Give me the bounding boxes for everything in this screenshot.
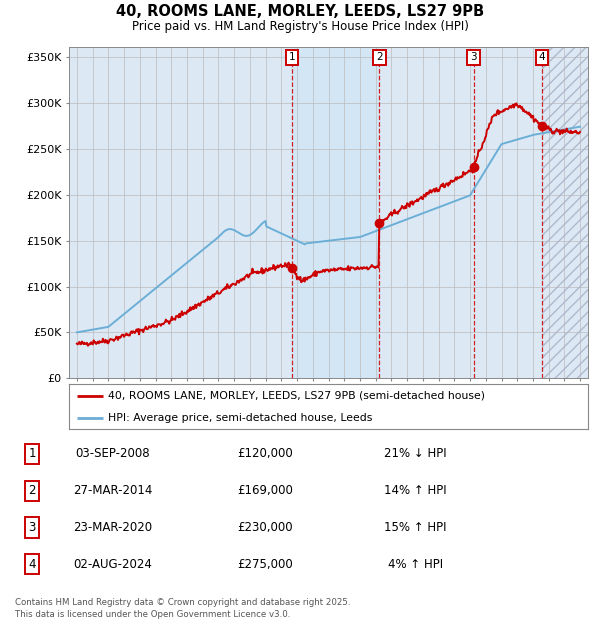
Text: 4: 4 — [28, 558, 36, 571]
Text: £169,000: £169,000 — [238, 484, 293, 497]
Text: 1: 1 — [28, 447, 36, 460]
Text: £275,000: £275,000 — [238, 558, 293, 571]
Text: £120,000: £120,000 — [238, 447, 293, 460]
Text: 4% ↑ HPI: 4% ↑ HPI — [388, 558, 443, 571]
Text: 2: 2 — [376, 53, 383, 63]
Text: 2: 2 — [28, 484, 36, 497]
Text: 40, ROOMS LANE, MORLEY, LEEDS, LS27 9PB (semi-detached house): 40, ROOMS LANE, MORLEY, LEEDS, LS27 9PB … — [108, 391, 485, 401]
Text: Price paid vs. HM Land Registry's House Price Index (HPI): Price paid vs. HM Land Registry's House … — [131, 20, 469, 33]
Bar — [292, 46, 379, 378]
Text: 3: 3 — [28, 521, 36, 534]
Text: 3: 3 — [470, 53, 477, 63]
Text: 14% ↑ HPI: 14% ↑ HPI — [384, 484, 446, 497]
Text: 4: 4 — [539, 53, 545, 63]
Text: 03-SEP-2008: 03-SEP-2008 — [76, 447, 150, 460]
Text: 27-MAR-2014: 27-MAR-2014 — [73, 484, 152, 497]
Text: £230,000: £230,000 — [238, 521, 293, 534]
Text: 23-MAR-2020: 23-MAR-2020 — [73, 521, 152, 534]
Text: 40, ROOMS LANE, MORLEY, LEEDS, LS27 9PB: 40, ROOMS LANE, MORLEY, LEEDS, LS27 9PB — [116, 4, 484, 19]
Text: Contains HM Land Registry data © Crown copyright and database right 2025.
This d: Contains HM Land Registry data © Crown c… — [15, 598, 350, 619]
Text: 21% ↓ HPI: 21% ↓ HPI — [384, 447, 446, 460]
Text: HPI: Average price, semi-detached house, Leeds: HPI: Average price, semi-detached house,… — [108, 413, 372, 423]
Text: 02-AUG-2024: 02-AUG-2024 — [73, 558, 152, 571]
Bar — [542, 46, 588, 378]
Text: 15% ↑ HPI: 15% ↑ HPI — [384, 521, 446, 534]
Text: 1: 1 — [289, 53, 295, 63]
